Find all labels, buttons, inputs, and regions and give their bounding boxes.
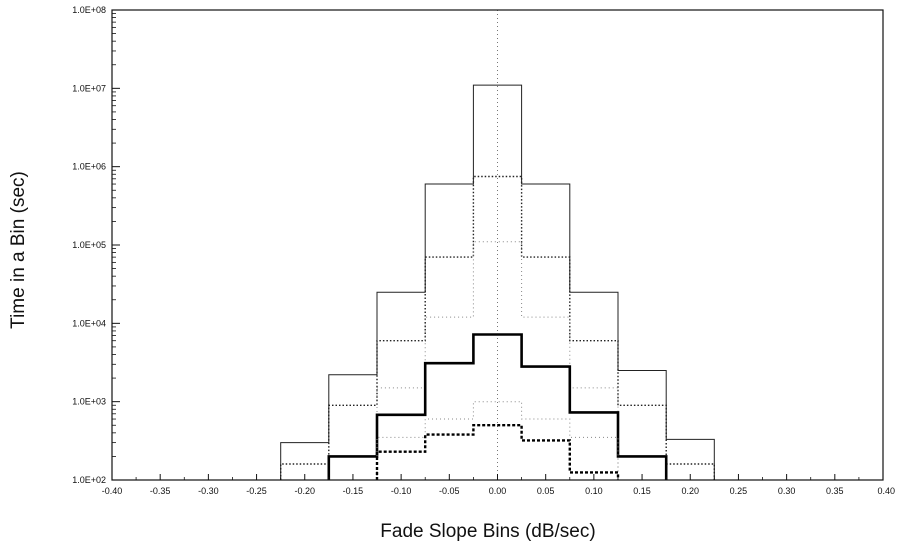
series-1-thin-solid [280, 84, 715, 480]
x-tick-label: -0.05 [439, 486, 460, 496]
x-tick-label: -0.25 [246, 486, 267, 496]
x-tick-label: 0.30 [778, 486, 796, 496]
x-tick-label: -0.20 [294, 486, 315, 496]
x-axis-ticks: -0.40 -0.35 -0.30 -0.25 -0.20 -0.15 -0.10 -0.05… [102, 474, 895, 496]
series-1-step-path [280, 84, 715, 480]
y-axis-ticks: 1.0E+02 1.0E+03 1.0E+04 1.0E+05 1.0E+06 1.0E+… [72, 5, 120, 485]
series-4-step-path [327, 333, 668, 480]
x-tick-label: 0.10 [585, 486, 603, 496]
series-2-step-path [280, 175, 715, 480]
x-tick-label: 0.15 [633, 486, 651, 496]
y-tick-label: 1.0E+04 [72, 318, 106, 328]
x-tick-label: -0.15 [343, 486, 364, 496]
x-tick-label: 0.40 [877, 486, 895, 496]
x-tick-label: 0.35 [826, 486, 844, 496]
y-axis-label: Time in a Bin (sec) [8, 171, 29, 329]
x-tick-label: 0.20 [681, 486, 699, 496]
x-tick-label: 0.00 [489, 486, 507, 496]
y-tick-label: 1.0E+06 [72, 162, 106, 172]
x-tick-label: -0.35 [150, 486, 171, 496]
x-tick-label: 0.05 [537, 486, 555, 496]
x-tick-label: -0.40 [102, 486, 123, 496]
series-6-thick-dashed [375, 424, 620, 480]
y-tick-label: 1.0E+07 [72, 83, 106, 93]
y-tick-label: 1.0E+03 [72, 397, 106, 407]
y-tick-label: 1.0E+02 [72, 475, 106, 485]
series-3-step-path [376, 241, 619, 480]
x-tick-label: 0.25 [730, 486, 748, 496]
x-axis-label: Fade Slope Bins (dB/sec) [380, 521, 595, 542]
series-2-thin-dotted [280, 175, 715, 480]
series-6-step-path [375, 424, 620, 480]
histogram-series-group [280, 84, 715, 480]
series-4-thick-solid [327, 333, 668, 480]
series-3-faint-dotted [376, 241, 619, 480]
x-tick-label: -0.30 [198, 486, 219, 496]
y-tick-label: 1.0E+05 [72, 240, 106, 250]
y-tick-label: 1.0E+08 [72, 5, 106, 15]
x-tick-label: -0.10 [391, 486, 412, 496]
